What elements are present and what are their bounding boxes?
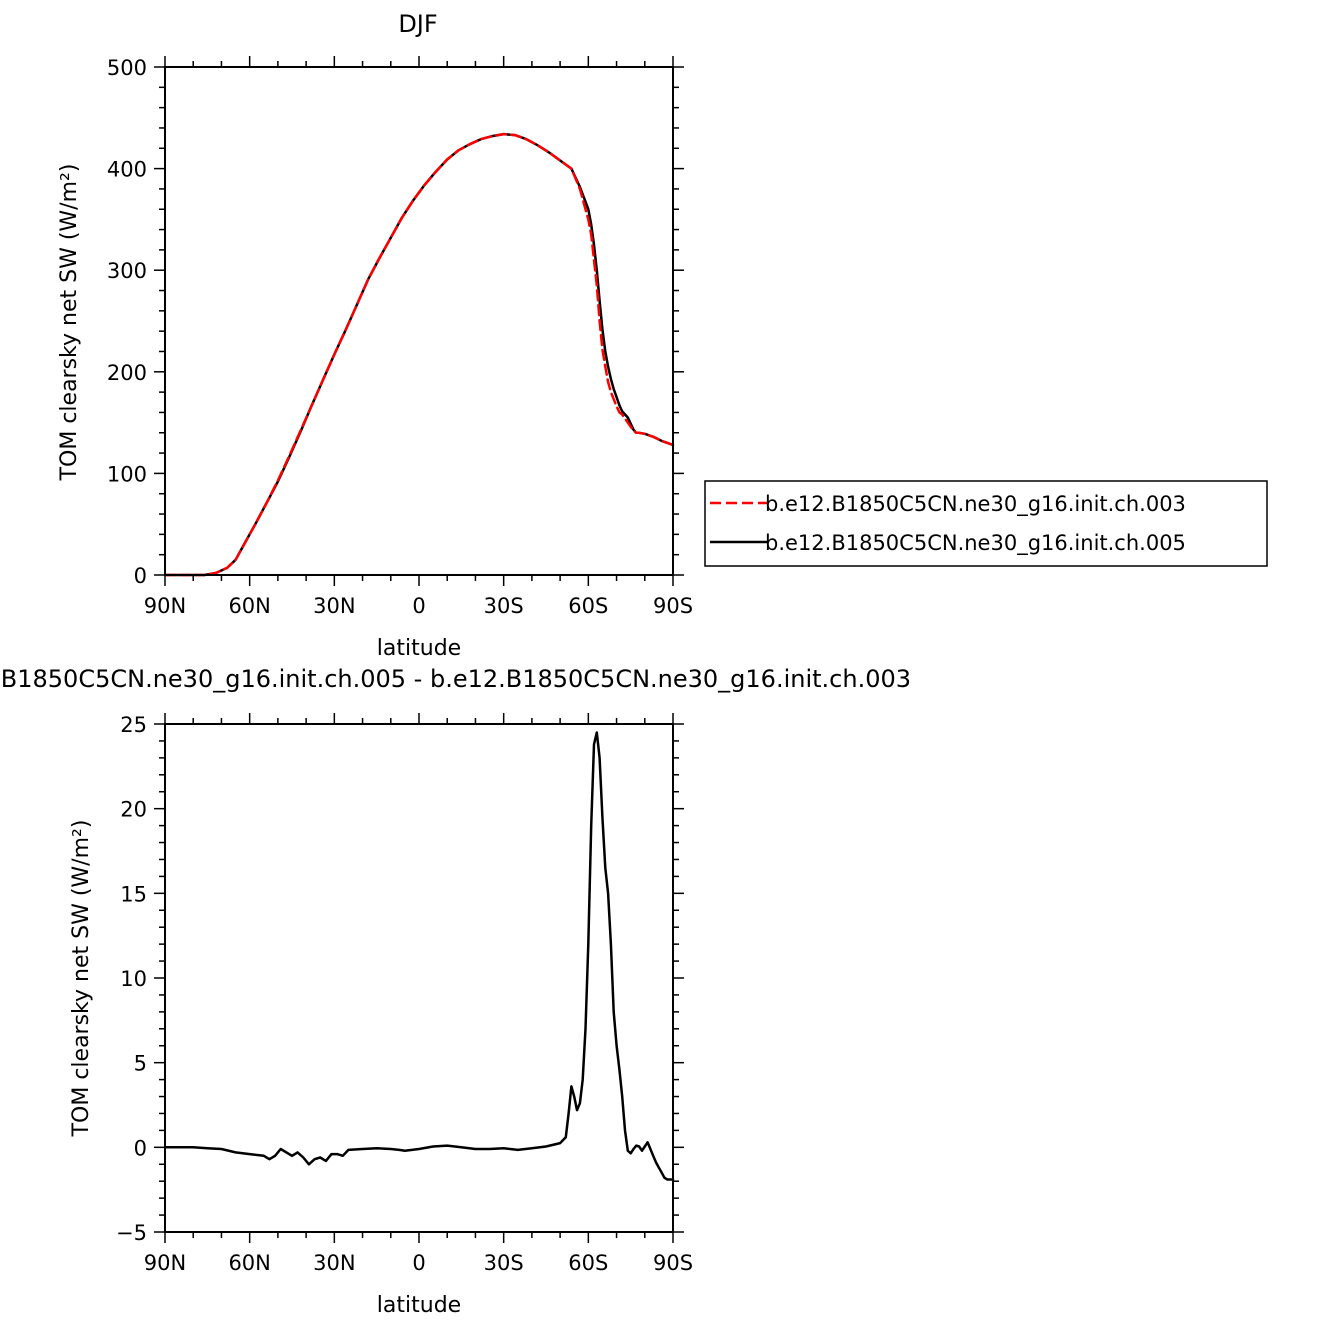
y-tick-label: 200 [107, 361, 147, 385]
y-tick-label: 0 [134, 564, 147, 588]
bottom-chart-ylabel: TOM clearsky net SW (W/m²) [69, 820, 94, 1138]
x-tick-label: 60S [568, 594, 608, 618]
y-tick-label: 10 [120, 967, 147, 991]
y-tick-label: 15 [120, 882, 147, 906]
legend-label-series-2: b.e12.B1850C5CN.ne30_g16.init.ch.005 [765, 531, 1186, 556]
x-tick-label: 30S [484, 1251, 524, 1275]
y-tick-label: 300 [107, 259, 147, 283]
x-tick-label: 90S [653, 594, 693, 618]
top-chart-xlabel: latitude [377, 636, 461, 661]
x-tick-label: 90N [144, 1251, 186, 1275]
bottom-chart-title: b.e12.B1850C5CN.ne30_g16.init.ch.005 - b… [0, 665, 911, 693]
top-chart-title: DJF [398, 10, 437, 38]
bottom-chart-series [163, 731, 675, 1181]
bottom-chart-y-tick-labels: −5 0 5 10 15 20 25 [116, 713, 147, 1245]
y-tick-label: 100 [107, 462, 147, 486]
legend-box [704, 480, 1268, 567]
legend-label-series-1: b.e12.B1850C5CN.ne30_g16.init.ch.003 [765, 492, 1186, 517]
top-chart-ylabel: TOM clearsky net SW (W/m²) [57, 164, 82, 482]
y-tick-label: 20 [120, 798, 147, 822]
top-chart-ticks [154, 56, 684, 586]
y-tick-label: 5 [134, 1052, 147, 1076]
top-series-line-1 [163, 132, 675, 577]
x-tick-label: 60N [228, 1251, 270, 1275]
x-tick-label: 30N [313, 1251, 355, 1275]
y-tick-label: −5 [116, 1221, 147, 1245]
x-tick-label: 30N [313, 594, 355, 618]
bottom-chart-xlabel: latitude [377, 1293, 461, 1318]
x-tick-label: 0 [412, 1251, 425, 1275]
top-chart-frame [164, 66, 674, 576]
legend: b.e12.B1850C5CN.ne30_g16.init.ch.003 b.e… [704, 480, 1268, 567]
top-series-line-2 [163, 132, 675, 577]
top-chart: DJF 90N 60N 30N 0 30S 60S 90S 0 100 200 300 400 500… [57, 10, 1268, 661]
y-tick-label: 400 [107, 158, 147, 182]
bottom-chart-x-tick-labels: 90N 60N 30N 0 30S 60S 90S [144, 1251, 693, 1275]
x-tick-label: 60N [228, 594, 270, 618]
x-tick-label: 60S [568, 1251, 608, 1275]
y-tick-label: 25 [120, 713, 147, 737]
bottom-chart-frame [164, 723, 674, 1233]
x-tick-label: 30S [484, 594, 524, 618]
x-tick-label: 0 [412, 594, 425, 618]
top-chart-series [163, 132, 675, 577]
y-tick-label: 0 [134, 1136, 147, 1160]
bottom-chart: b.e12.B1850C5CN.ne30_g16.init.ch.005 - b… [0, 665, 911, 1318]
x-tick-label: 90S [653, 1251, 693, 1275]
top-chart-y-tick-labels: 0 100 200 300 400 500 [107, 56, 147, 588]
top-chart-x-tick-labels: 90N 60N 30N 0 30S 60S 90S [144, 594, 693, 618]
y-tick-label: 500 [107, 56, 147, 80]
x-tick-label: 90N [144, 594, 186, 618]
bottom-chart-ticks [154, 713, 684, 1243]
bottom-series-line-1 [163, 731, 675, 1181]
